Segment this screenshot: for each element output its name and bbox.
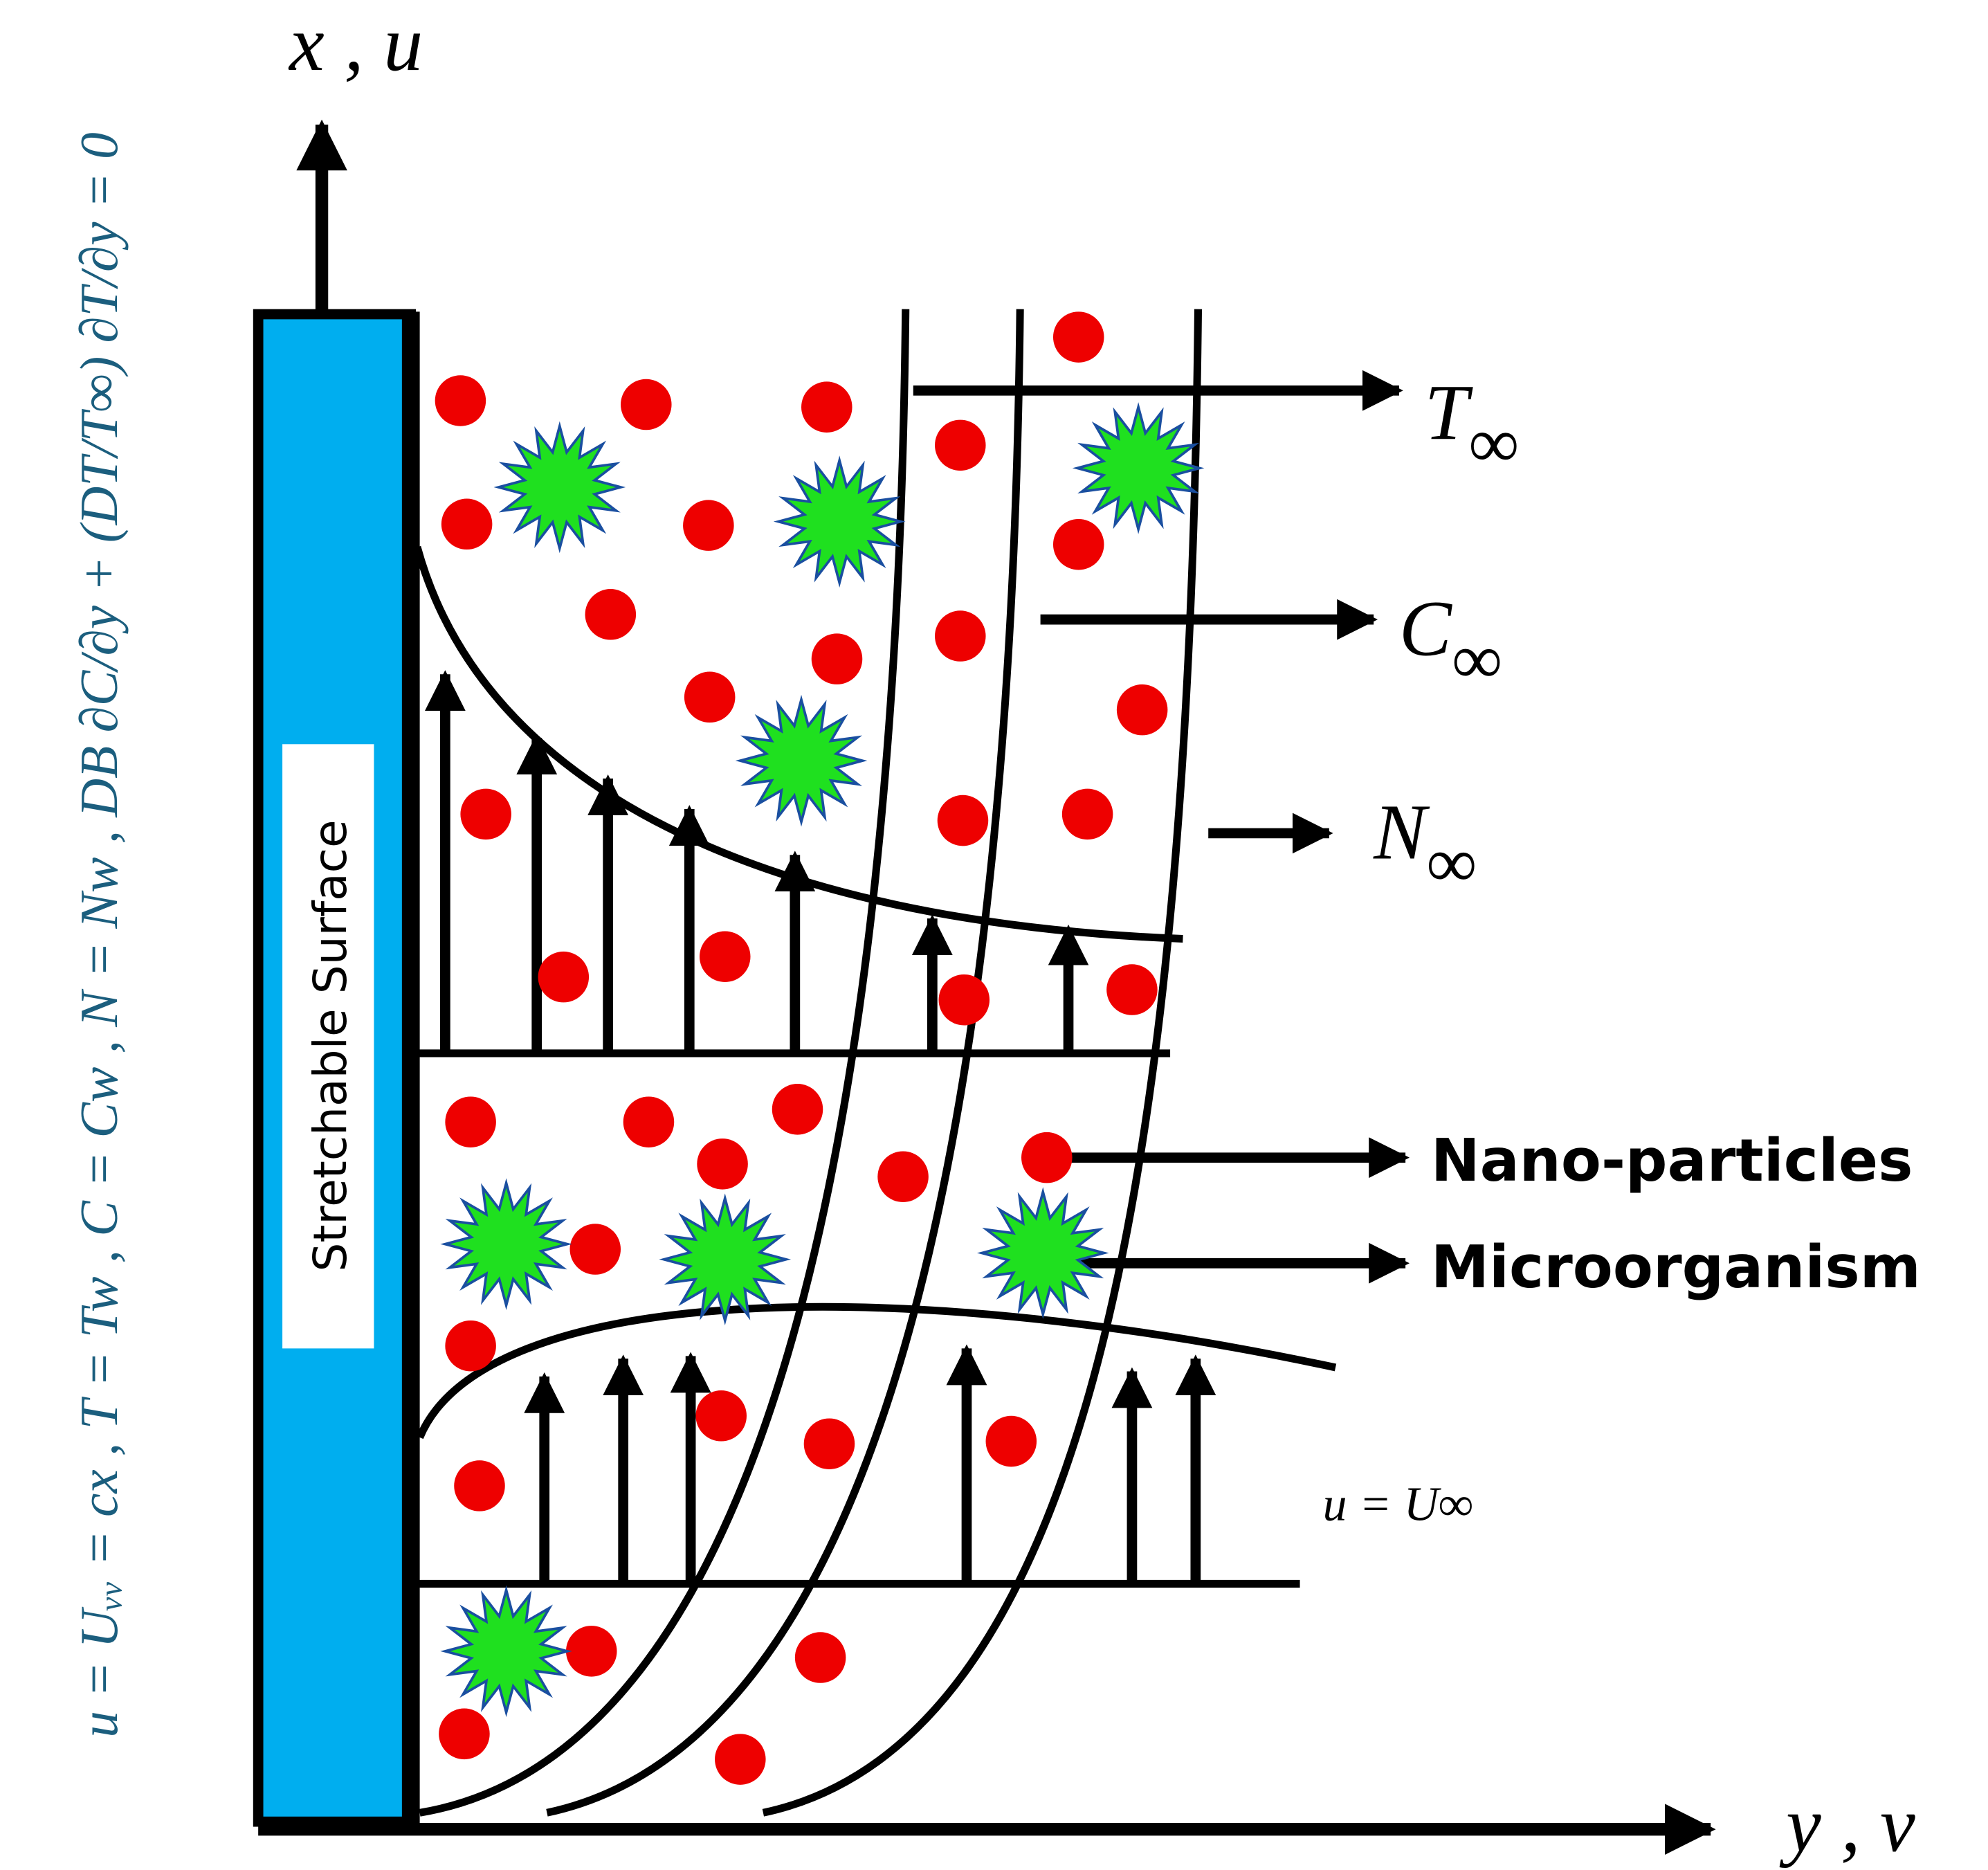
- nanoparticle: [565, 1626, 617, 1677]
- boundary-curve: [419, 309, 910, 1817]
- nanoparticle: [441, 498, 493, 550]
- nanoparticle: [877, 1151, 929, 1202]
- nanoparticle: [937, 795, 989, 846]
- velocity-profile: [416, 1302, 1337, 1440]
- nanoparticle: [1052, 518, 1104, 570]
- nanoparticle: [935, 610, 986, 662]
- microorganism: [440, 1585, 572, 1718]
- nanoparticle: [699, 931, 751, 983]
- nanoparticle: [715, 1734, 766, 1785]
- nanoparticle: [684, 671, 736, 723]
- nanoparticle: [460, 788, 511, 840]
- nanoparticle: [811, 633, 863, 684]
- nanoparticle: [935, 419, 986, 471]
- symbol: N: [1373, 788, 1430, 876]
- microorganism: [493, 421, 626, 554]
- microorganism: [735, 694, 868, 827]
- microorganism: [773, 455, 906, 588]
- free-stream-labels: T∞ C∞ N∞ u = U∞: [1323, 368, 1520, 1531]
- nanoparticle: [585, 589, 637, 640]
- microorganisms: [440, 402, 1205, 1718]
- subscript: ∞: [1468, 404, 1519, 483]
- nanoparticle: [772, 1084, 823, 1135]
- subscript: ∞: [1426, 824, 1477, 902]
- legend-label: Microorganism: [1431, 1233, 1921, 1301]
- nanoparticle: [697, 1138, 748, 1190]
- nanoparticle: [695, 1390, 747, 1442]
- nanoparticle: [538, 951, 590, 1003]
- nanoparticle: [621, 379, 672, 430]
- symbol: C: [1399, 585, 1453, 673]
- microorganism: [659, 1193, 792, 1326]
- microorganism: [1072, 402, 1205, 534]
- nanoparticle: [569, 1224, 621, 1275]
- legend: Nano-particles Microorganism: [1431, 1127, 1921, 1301]
- surface-label: Stretchable Surface: [304, 819, 357, 1271]
- velocity-profile: [413, 545, 1183, 943]
- nanoparticle: [1052, 311, 1104, 363]
- nanoparticle: [683, 500, 734, 551]
- subscript: ∞: [1452, 620, 1502, 699]
- boundary-condition: u = Uᵥᵥ = cx , T = Tw , C = Cw , N = Nw …: [69, 132, 129, 1737]
- n-inf: N∞: [1373, 788, 1477, 902]
- t-inf: T∞: [1425, 368, 1520, 482]
- nanoparticle: [938, 974, 990, 1026]
- microorganism: [976, 1187, 1109, 1319]
- boundary-curve: [546, 309, 1024, 1817]
- microorganism: [440, 1178, 572, 1310]
- nanoparticle: [1116, 684, 1168, 736]
- nanoparticle: [985, 1415, 1037, 1467]
- nanoparticle: [454, 1460, 505, 1512]
- nanoparticle: [623, 1096, 675, 1147]
- label-box: [282, 744, 374, 1349]
- nanoparticles: [435, 311, 1168, 1785]
- nanoparticle: [435, 375, 486, 426]
- nanoparticle: [803, 1418, 855, 1469]
- c-inf: C∞: [1399, 585, 1502, 699]
- layers: [413, 309, 1337, 1817]
- nanoparticle: [445, 1096, 496, 1147]
- axis-label: y , v: [1779, 1780, 1915, 1868]
- nanoparticle: [801, 381, 852, 433]
- nanoparticle: [439, 1708, 490, 1760]
- nanoparticle: [1106, 964, 1158, 1015]
- nanoparticle: [1021, 1132, 1073, 1183]
- nanoparticle: [445, 1320, 496, 1372]
- symbol: T: [1425, 368, 1474, 456]
- arrows: [424, 370, 1410, 1584]
- boundary-curve: [762, 309, 1203, 1817]
- u-inf: u = U∞: [1323, 1478, 1473, 1532]
- nanoparticle: [794, 1632, 846, 1683]
- legend-label: Nano-particles: [1431, 1127, 1913, 1195]
- nanoparticle: [1061, 788, 1113, 840]
- axis-label: x , u: [288, 0, 423, 87]
